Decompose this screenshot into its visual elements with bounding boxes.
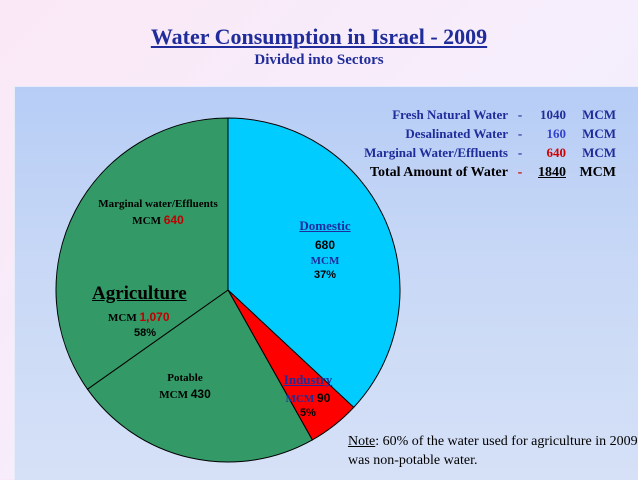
legend-row-fresh: Fresh Natural Water - 1040 MCM — [364, 105, 616, 124]
label-potable-name: Potable — [167, 372, 203, 384]
chart-subtitle: Divided into Sectors — [254, 52, 384, 68]
label-industry-name: Industry — [283, 372, 333, 387]
legend: Fresh Natural Water - 1040 MCM Desalinat… — [364, 105, 616, 184]
label-marginal-name: Marginal water/Effluents — [98, 198, 218, 210]
label-agriculture: Agriculture MCM 1,070 58% — [92, 283, 204, 339]
legend-name: Marginal Water/Effluents — [364, 144, 508, 160]
label-agriculture-pct: 58% — [134, 327, 157, 339]
label-potable-unit: MCM — [159, 389, 188, 401]
label-marginal-value: 640 — [163, 213, 184, 227]
legend-value: 160 — [546, 125, 567, 141]
legend-row-desalinated: Desalinated Water - 160 MCM — [364, 124, 616, 143]
legend-dash: - — [517, 165, 523, 180]
legend-name: Fresh Natural Water — [392, 106, 508, 122]
slice-agriculture-marginal — [55, 117, 229, 390]
label-marginal-unit: MCM — [132, 215, 161, 227]
slice-agriculture-potable — [86, 289, 313, 463]
slice-domestic — [227, 117, 401, 409]
legend-name: Desalinated Water — [405, 125, 508, 141]
legend-row-marginal: Marginal Water/Effluents - 640 MCM — [364, 143, 616, 162]
label-industry-value: 90 — [317, 391, 331, 405]
legend-total-value: 1840 — [538, 165, 566, 180]
label-domestic: Domestic 680 MCM 37% — [290, 218, 360, 281]
legend-dash: - — [517, 125, 523, 141]
chart-title: Water Consumption in Israel - 2009 — [150, 24, 488, 49]
label-domestic-unit: MCM — [310, 255, 340, 267]
legend-row-total: Total Amount of Water - 1840 MCM — [364, 162, 616, 184]
legend-unit: MCM — [582, 125, 616, 141]
legend-dash: - — [517, 144, 523, 160]
legend-value: 640 — [546, 144, 567, 160]
legend-unit: MCM — [582, 144, 616, 160]
label-agriculture-value: 1,070 — [139, 310, 170, 324]
label-potable: Potable MCM 430 — [140, 372, 230, 401]
legend-total-name: Total Amount of Water — [369, 165, 508, 180]
label-domestic-pct: 37% — [313, 269, 337, 281]
label-industry-pct: 5% — [300, 407, 316, 419]
footnote-label: Note — [348, 434, 376, 449]
label-domestic-value: 680 — [314, 238, 336, 252]
label-agriculture-name: Agriculture — [92, 283, 187, 304]
legend-value: 1040 — [540, 106, 566, 122]
legend-dash: - — [517, 106, 523, 122]
label-domestic-name: Domestic — [299, 218, 351, 233]
legend-unit: MCM — [582, 106, 616, 122]
label-industry-unit: MCM — [285, 393, 315, 405]
label-agriculture-unit: MCM — [108, 312, 137, 324]
footnote-text: : 60% of the water used for agriculture … — [348, 434, 638, 468]
legend-unit: MCM — [579, 165, 616, 180]
footnote: Note: 60% of the water used for agricult… — [348, 432, 638, 470]
label-marginal: Marginal water/Effluents MCM 640 — [88, 198, 228, 227]
label-potable-value: 430 — [190, 387, 211, 401]
label-industry: Industry MCM 90 5% — [276, 372, 340, 419]
